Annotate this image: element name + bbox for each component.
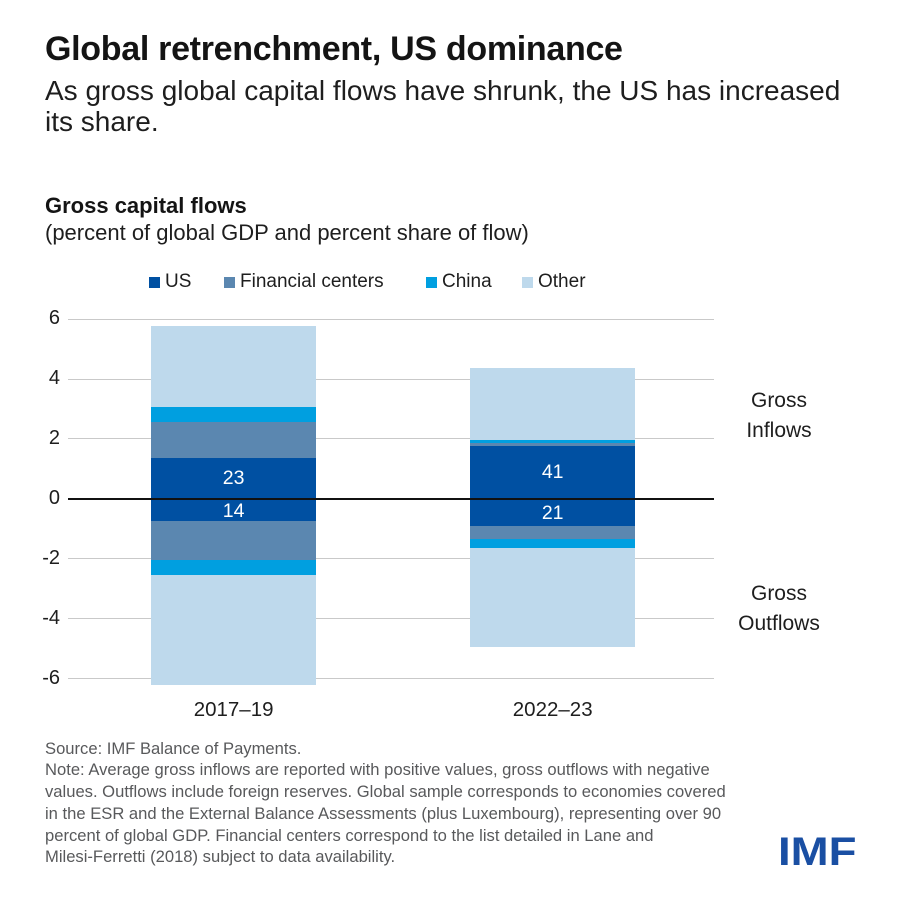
legend-item-us: US <box>149 270 191 294</box>
gridline--6 <box>68 678 714 679</box>
legend-label: Financial centers <box>240 271 384 292</box>
legend-label: China <box>442 271 492 292</box>
bar-segment-inflow-other <box>470 367 636 440</box>
note-line: percent of global GDP. Financial centers… <box>45 825 654 845</box>
us-share-outflow-label: 21 <box>541 501 564 524</box>
bar-segment-inflow-china <box>151 407 317 423</box>
us-share-outflow-label: 14 <box>222 499 245 522</box>
annotation-line: Inflows <box>746 418 812 442</box>
bar-segment-inflow-us <box>470 446 636 499</box>
chart-title: Gross capital flows <box>45 193 247 218</box>
page-subtitle: As gross global capital flows have shrun… <box>45 75 841 137</box>
annotation-line: Outflows <box>738 611 820 635</box>
x-axis-category-label: 2022–23 <box>512 698 593 721</box>
bar-segment-outflow-financial-centers <box>151 521 317 561</box>
gross-inflows-label: Gross Inflows <box>714 386 844 446</box>
y-axis-tick-label: 0 <box>48 487 60 509</box>
bar-segment-inflow-china <box>470 439 636 443</box>
bar-segment-outflow-financial-centers <box>470 525 636 539</box>
legend-label: Other <box>538 271 586 292</box>
chart-subtitle: (percent of global GDP and percent share… <box>45 220 529 245</box>
bar-segment-outflow-china <box>470 538 636 548</box>
zero-axis-line <box>68 497 714 500</box>
bar-segment-outflow-us <box>470 498 636 526</box>
imf-logo: IMF <box>778 830 857 874</box>
note-line: Milesi-Ferretti (2018) subject to data a… <box>45 847 396 867</box>
legend-label: US <box>165 271 192 292</box>
bar-segment-inflow-other <box>151 325 317 408</box>
gross-outflows-label: Gross Outflows <box>714 579 844 639</box>
note-line: values. Outflows include foreign reserve… <box>45 782 726 802</box>
methodology-note: Note: Average gross inflows are reported… <box>45 759 726 868</box>
chart-footnote: Source: IMF Balance of Payments. Note: A… <box>45 738 726 869</box>
bar-segment-inflow-financial-centers <box>470 442 636 447</box>
page-title: Global retrenchment, US dominance <box>45 30 623 68</box>
legend-item-financial-centers: Financial centers <box>224 270 384 294</box>
gridline-2 <box>68 438 714 440</box>
gridline--2 <box>68 558 714 560</box>
bar-segment-outflow-other <box>151 575 317 686</box>
y-axis-tick-label: 4 <box>48 367 60 390</box>
gridline-4 <box>68 378 714 380</box>
legend: US Financial centers China Other <box>0 270 900 294</box>
legend-item-china: China <box>426 270 492 294</box>
annotation-line: Gross <box>750 581 807 605</box>
legend-swatch-icon <box>149 276 160 288</box>
gridline-6 <box>68 318 714 320</box>
bar-segment-outflow-other <box>470 547 636 648</box>
legend-swatch-icon <box>224 276 235 288</box>
note-line: Note: Average gross inflows are reported… <box>45 760 710 780</box>
y-axis-tick-label: -6 <box>42 666 60 689</box>
bar-segment-outflow-us <box>151 498 317 522</box>
x-axis-category-label: 2017–19 <box>193 698 274 721</box>
y-axis-tick-label: -2 <box>42 546 60 569</box>
legend-item-other: Other <box>522 270 586 294</box>
y-axis-tick-label: 6 <box>48 307 60 330</box>
gridline--4 <box>68 618 714 620</box>
us-share-inflow-label: 23 <box>222 467 245 490</box>
bar-segment-inflow-us <box>151 458 317 499</box>
y-axis-tick-label: 2 <box>48 427 60 450</box>
source-note: Source: IMF Balance of Payments. <box>45 738 302 758</box>
annotation-line: Gross <box>750 388 807 412</box>
legend-swatch-icon <box>426 276 437 288</box>
note-line: in the ESR and the External Balance Asse… <box>45 803 722 823</box>
us-share-inflow-label: 41 <box>541 460 564 483</box>
bar-segment-inflow-financial-centers <box>151 422 317 459</box>
bar-segment-outflow-china <box>151 560 317 576</box>
legend-swatch-icon <box>522 276 533 288</box>
y-axis-tick-label: -4 <box>42 606 60 629</box>
